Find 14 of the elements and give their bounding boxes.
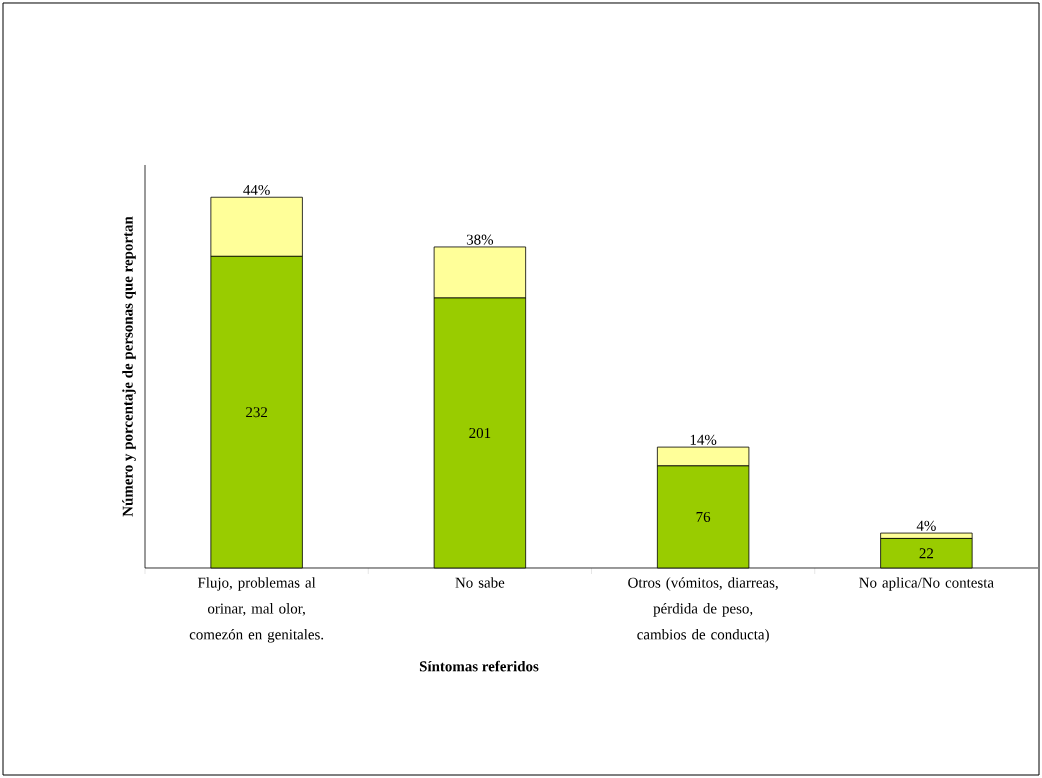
- data-label: 201: [469, 427, 491, 439]
- x-tick-label: No sabe: [455, 577, 505, 588]
- data-label: 14%: [690, 434, 717, 445]
- x-axis-title: Síntomas referidos: [419, 660, 539, 672]
- data-label: 38%: [466, 234, 494, 245]
- y-axis-title: Número y porcentaje de personas que reportan: [122, 216, 136, 517]
- x-tick-label: Flujo, problemas al orinar, mal olor, comezón en genitales.: [189, 577, 324, 643]
- data-label: 4%: [916, 520, 936, 531]
- data-label: 44%: [243, 184, 270, 196]
- x-tick-label: No aplica/No contesta: [859, 577, 994, 591]
- data-label: 22: [919, 548, 934, 559]
- x-tick-label: Otros (vómitos, diarreas, pérdida de peso, cambios de conducta): [628, 577, 778, 643]
- data-label: 76: [696, 511, 711, 522]
- data-label: 232: [246, 407, 267, 418]
